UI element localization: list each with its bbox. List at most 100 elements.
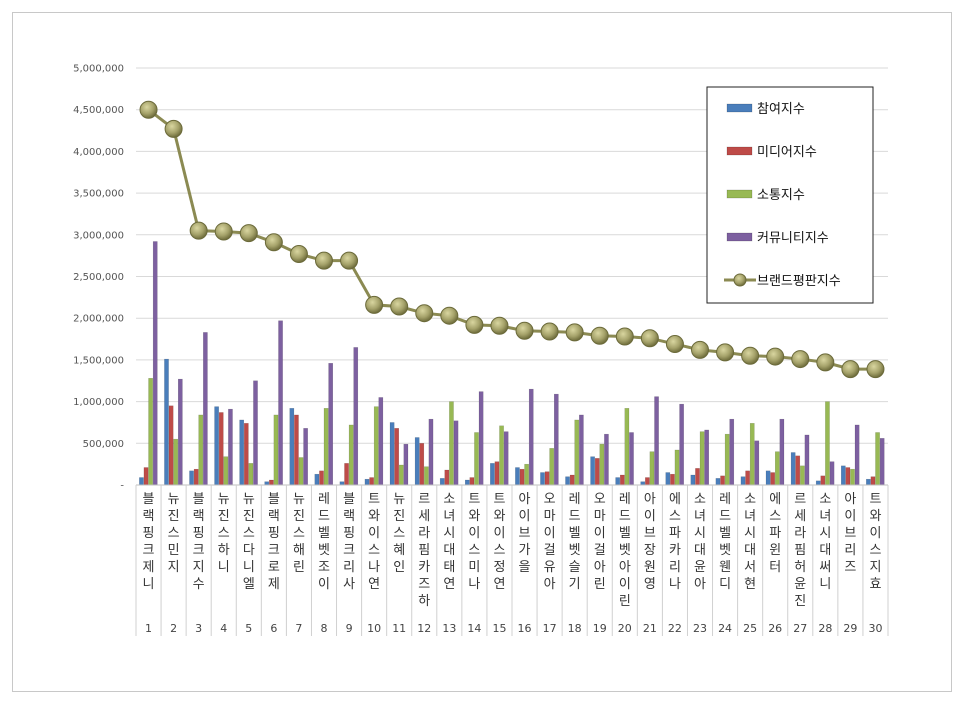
legend-label: 브랜드평판지수 bbox=[757, 274, 841, 289]
y-tick-label: 3,000,000 bbox=[73, 230, 124, 241]
bar-참여지수-10 bbox=[364, 478, 370, 486]
bar-참여지수-9 bbox=[339, 481, 345, 486]
rank-label: 13 bbox=[442, 622, 456, 635]
brand-index-point-12 bbox=[415, 304, 434, 323]
rank-label: 17 bbox=[543, 622, 557, 635]
bar-커뮤니티지수-18 bbox=[579, 414, 584, 486]
rank-label: 18 bbox=[568, 622, 582, 635]
bar-미디어지수-1 bbox=[143, 467, 149, 486]
rank-label: 1 bbox=[145, 622, 152, 635]
bar-참여지수-27 bbox=[790, 452, 796, 486]
bar-소통지수-10 bbox=[373, 406, 379, 486]
rank-label: 10 bbox=[367, 622, 381, 635]
bar-소통지수-8 bbox=[323, 408, 329, 486]
bar-미디어지수-30 bbox=[870, 476, 876, 486]
brand-index-point-20 bbox=[615, 327, 634, 346]
brand-index-point-13 bbox=[440, 306, 459, 325]
bar-소통지수-12 bbox=[424, 466, 429, 486]
rank-label: 11 bbox=[392, 622, 406, 635]
bar-미디어지수-2 bbox=[168, 405, 174, 486]
y-tick-label: 1,000,000 bbox=[73, 397, 124, 408]
bar-커뮤니티지수-30 bbox=[879, 438, 885, 486]
brand-index-point-23 bbox=[691, 340, 709, 359]
rank-label: 3 bbox=[195, 622, 202, 635]
bar-미디어지수-14 bbox=[469, 477, 475, 486]
rank-label: 21 bbox=[643, 622, 657, 635]
brand-index-point-29 bbox=[841, 360, 860, 379]
bar-미디어지수-24 bbox=[720, 475, 725, 486]
bar-미디어지수-28 bbox=[820, 475, 826, 486]
bar-참여지수-15 bbox=[490, 463, 495, 486]
bar-소통지수-7 bbox=[298, 457, 304, 486]
y-tick-label: - bbox=[120, 481, 124, 492]
y-tick-label: 1,500,000 bbox=[73, 355, 124, 366]
bar-소통지수-3 bbox=[198, 414, 204, 486]
legend-swatch-미디어지수 bbox=[726, 146, 753, 156]
bar-미디어지수-3 bbox=[193, 468, 199, 486]
brand-index-point-5 bbox=[239, 224, 258, 243]
bar-참여지수-7 bbox=[289, 408, 295, 486]
bar-소통지수-1 bbox=[148, 378, 153, 486]
bar-커뮤니티지수-24 bbox=[729, 418, 735, 486]
bar-참여지수-30 bbox=[866, 478, 871, 486]
rank-label: 9 bbox=[346, 622, 353, 635]
legend-label: 커뮤니티지수 bbox=[757, 231, 829, 246]
y-tick-label: 2,000,000 bbox=[73, 314, 124, 325]
bar-커뮤니티지수-19 bbox=[604, 433, 609, 486]
bar-소통지수-4 bbox=[223, 456, 229, 486]
bar-참여지수-3 bbox=[189, 470, 194, 486]
rank-label: 12 bbox=[417, 622, 431, 635]
y-axis-ticks: - 500,000 1,000,000 1,500,000 2,000,000 2,500… bbox=[73, 64, 124, 492]
bar-커뮤니티지수-11 bbox=[403, 443, 409, 486]
bar-소통지수-16 bbox=[524, 463, 529, 486]
bar-소통지수-24 bbox=[724, 433, 730, 486]
bar-미디어지수-18 bbox=[569, 474, 575, 486]
rank-label: 16 bbox=[518, 622, 532, 635]
y-tick-label: 4,500,000 bbox=[73, 105, 124, 116]
bar-커뮤니티지수-12 bbox=[428, 418, 434, 486]
bar-커뮤니티지수-17 bbox=[554, 393, 559, 486]
bar-참여지수-11 bbox=[389, 422, 395, 486]
brand-index-point-8 bbox=[315, 251, 333, 270]
legend-swatch-커뮤니티지수 bbox=[726, 232, 753, 242]
bar-커뮤니티지수-20 bbox=[629, 432, 634, 486]
bar-참여지수-20 bbox=[615, 477, 620, 486]
bar-미디어지수-26 bbox=[770, 472, 775, 486]
brand-index-point-11 bbox=[390, 297, 409, 316]
bar-참여지수-8 bbox=[314, 473, 320, 486]
bar-참여지수-19 bbox=[590, 456, 595, 486]
bar-커뮤니티지수-28 bbox=[829, 461, 835, 486]
rank-label: 29 bbox=[843, 622, 857, 635]
bar-참여지수-5 bbox=[239, 419, 245, 486]
brand-index-point-2 bbox=[164, 119, 183, 138]
y-tick-label: 2,500,000 bbox=[73, 272, 124, 283]
bar-미디어지수-4 bbox=[218, 412, 224, 486]
brand-index-point-15 bbox=[490, 316, 509, 335]
bar-커뮤니티지수-23 bbox=[704, 429, 709, 486]
y-tick-label: 500,000 bbox=[83, 439, 124, 450]
rank-label: 5 bbox=[245, 622, 252, 635]
bar-커뮤니티지수-1 bbox=[152, 241, 158, 486]
brand-index-point-30 bbox=[866, 360, 885, 379]
bar-커뮤니티지수-5 bbox=[253, 380, 258, 486]
bar-커뮤니티지수-6 bbox=[278, 320, 283, 486]
rank-label: 8 bbox=[321, 622, 328, 635]
rank-label: 19 bbox=[593, 622, 607, 635]
bar-참여지수-17 bbox=[540, 472, 545, 486]
